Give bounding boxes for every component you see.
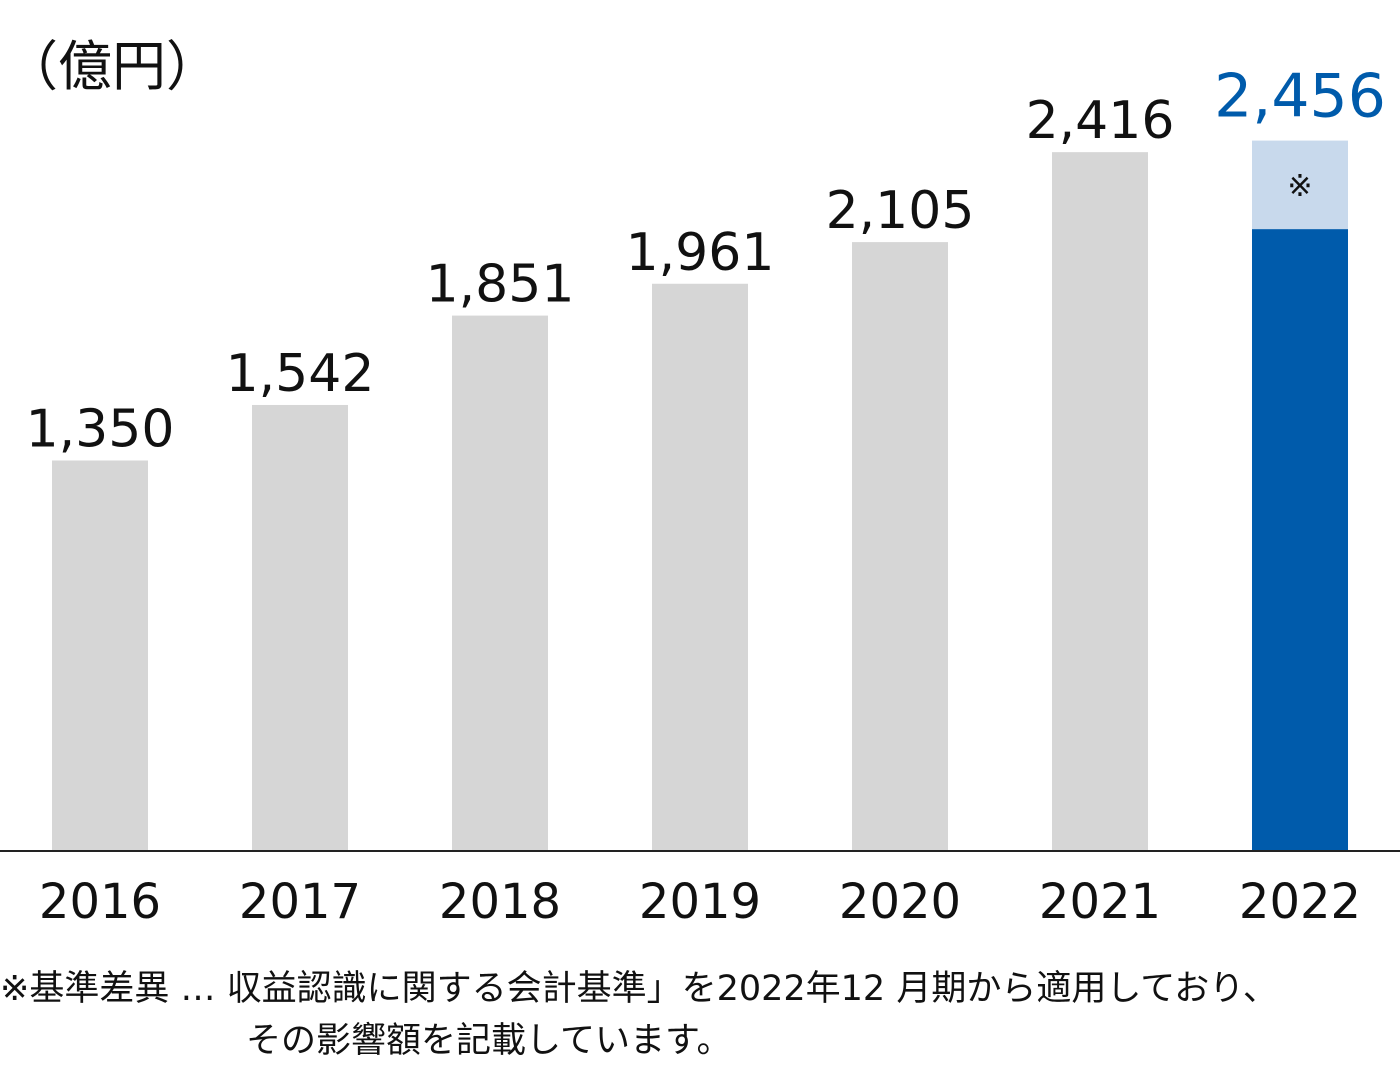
bar-2022 bbox=[1252, 229, 1348, 851]
x-tick-label-2016: 2016 bbox=[39, 874, 161, 930]
value-label-2021: 2,416 bbox=[1026, 91, 1175, 151]
x-tick-label-2020: 2020 bbox=[839, 874, 961, 930]
value-label-2022: 2,456 bbox=[1214, 62, 1386, 132]
bar-segment-2022 bbox=[1252, 140, 1348, 230]
bar-2018 bbox=[452, 315, 548, 851]
value-label-2019: 1,961 bbox=[626, 223, 775, 283]
footnote-line-2: その影響額を記載しています。 bbox=[246, 1021, 732, 1061]
x-tick-label-2022: 2022 bbox=[1239, 874, 1361, 930]
segment-marker: ※ bbox=[1287, 169, 1312, 204]
x-tick-label-2019: 2019 bbox=[639, 874, 761, 930]
x-tick-label-2017: 2017 bbox=[239, 874, 361, 930]
bar-2021 bbox=[1052, 152, 1148, 851]
x-tick-label-2021: 2021 bbox=[1039, 874, 1161, 930]
value-label-2016: 1,350 bbox=[26, 400, 175, 460]
bar-2016 bbox=[52, 460, 148, 851]
value-label-2020: 2,105 bbox=[826, 181, 975, 241]
bar-2019 bbox=[652, 283, 748, 852]
x-tick-label-2018: 2018 bbox=[439, 874, 561, 930]
bar-2020 bbox=[852, 242, 948, 851]
footnote-line-1: ※基準差異 … 収益認識に関する会計基準」を2022年12 月期から適用しており… bbox=[0, 969, 1278, 1009]
value-label-2018: 1,851 bbox=[426, 255, 575, 315]
value-label-2017: 1,542 bbox=[226, 344, 375, 404]
bar-2017 bbox=[252, 404, 348, 851]
bar-chart: 1,350 2016 1,542 2017 1,851 2018 1,961 2019 2,10… bbox=[0, 62, 1400, 930]
unit-label: （億円） bbox=[4, 35, 220, 98]
